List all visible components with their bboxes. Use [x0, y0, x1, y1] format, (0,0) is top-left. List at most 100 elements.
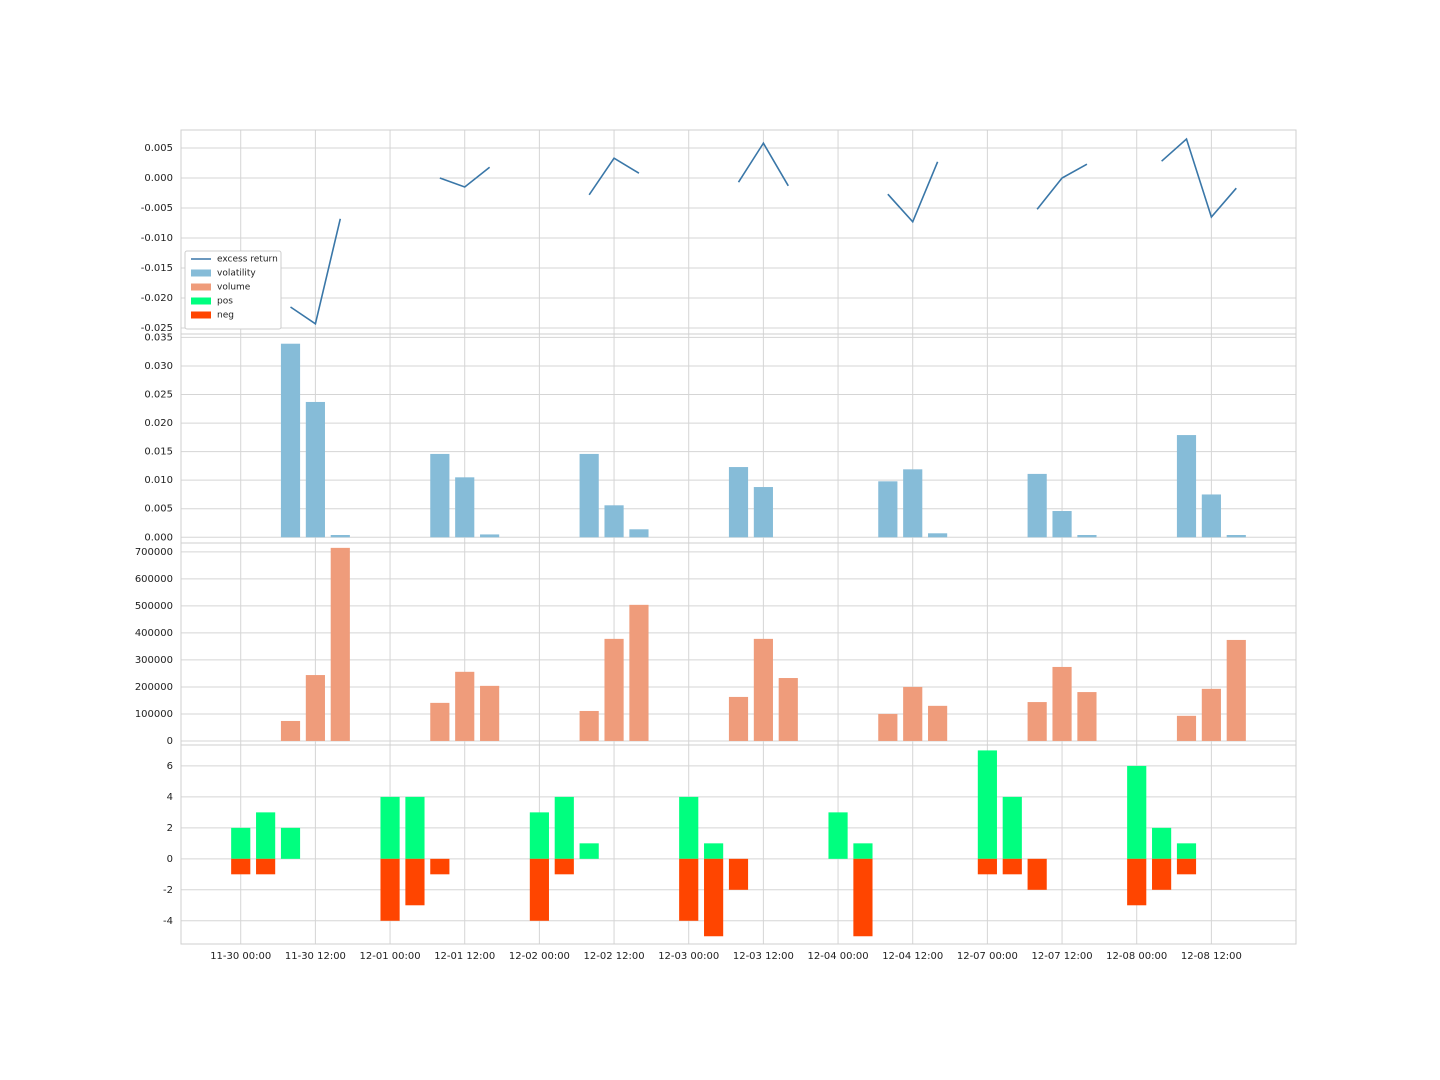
bar [878, 481, 898, 538]
y-tick-label: 0.025 [144, 390, 173, 401]
bar [1127, 765, 1147, 859]
x-tick-label: 12-04 12:00 [882, 951, 943, 962]
bar [405, 796, 425, 859]
bar [455, 477, 475, 538]
bar [1201, 688, 1221, 741]
legend-label: volume [217, 283, 251, 293]
bar [1002, 858, 1022, 875]
bar [1077, 692, 1097, 741]
bar [878, 713, 898, 741]
x-tick-label: 12-03 00:00 [658, 951, 719, 962]
bar [977, 858, 997, 875]
line [290, 137, 1237, 326]
bar [728, 858, 749, 890]
bar [903, 469, 923, 538]
x-tick-label: 12-01 12:00 [434, 951, 495, 962]
bar [330, 547, 350, 741]
bar [231, 858, 251, 875]
y-tick-label: 2 [167, 823, 173, 834]
bar [256, 858, 276, 875]
bar [704, 858, 724, 937]
bar [280, 343, 301, 538]
bar [554, 858, 574, 875]
y-tick-label: -0.005 [141, 203, 173, 214]
y-tick-label: 0.010 [144, 475, 173, 486]
y-tick-label: 600000 [135, 574, 173, 585]
bar [604, 505, 624, 538]
x-tick-label: 12-08 00:00 [1106, 951, 1167, 962]
bar [380, 796, 400, 859]
x-tick-label: 12-01 00:00 [360, 951, 421, 962]
bar [1152, 858, 1172, 890]
bar [554, 796, 574, 859]
bar [256, 812, 276, 859]
bar [1152, 827, 1172, 859]
x-tick-label: 12-08 12:00 [1181, 951, 1242, 962]
x-tick-label: 12-03 12:00 [733, 951, 794, 962]
axes-frame [180, 744, 1297, 945]
legend-label: neg [217, 311, 234, 321]
x-tick-label: 12-07 12:00 [1032, 951, 1093, 962]
y-tick-label: 100000 [135, 709, 173, 720]
y-tick-label: 500000 [135, 601, 173, 612]
x-tick-label: 12-04 00:00 [808, 951, 869, 962]
bar [1052, 511, 1072, 538]
bar [405, 858, 425, 906]
bar [430, 453, 450, 538]
bar [753, 487, 773, 538]
y-tick-label: -0.020 [141, 293, 173, 304]
bar [1176, 435, 1197, 538]
x-tick-label: 12-02 00:00 [509, 951, 570, 962]
bar [1201, 494, 1221, 538]
legend-label: excess return [217, 255, 278, 265]
x-tick-label: 12-07 00:00 [957, 951, 1018, 962]
bar [778, 678, 798, 741]
y-tick-label: -0.025 [141, 323, 173, 334]
y-tick-label: 0.035 [144, 332, 173, 343]
bar [480, 685, 500, 741]
bar [480, 534, 500, 538]
y-tick-label: 0.020 [144, 418, 173, 429]
bar [1077, 535, 1097, 538]
legend: excess return volatility volume pos neg [184, 250, 282, 330]
bar [1052, 666, 1072, 741]
bar [629, 529, 649, 538]
y-tick-label: 0.000 [144, 532, 173, 543]
y-tick-label: 0 [167, 736, 173, 747]
y-tick-label: 0.005 [144, 143, 173, 154]
bar [380, 858, 400, 921]
bar [679, 796, 699, 859]
y-tick-label: 0 [167, 854, 173, 865]
bar [455, 671, 475, 741]
y-tick-label: 0.000 [144, 173, 173, 184]
bar [1027, 473, 1047, 538]
bar [679, 858, 699, 921]
bar [305, 675, 325, 741]
bar [529, 812, 549, 859]
legend-label: pos [217, 297, 233, 307]
bar [1027, 858, 1047, 890]
bar [728, 467, 749, 538]
bar [629, 604, 649, 741]
y-tick-label: 400000 [135, 628, 173, 639]
bar [280, 720, 301, 741]
y-tick-label: 6 [167, 761, 173, 772]
bar [753, 638, 773, 741]
y-tick-label: -0.010 [141, 233, 173, 244]
bar [430, 858, 450, 875]
bar [579, 453, 599, 538]
bar [903, 686, 923, 741]
x-tick-label: 11-30 12:00 [285, 951, 346, 962]
bar [280, 827, 301, 859]
bar [853, 858, 873, 937]
bar [977, 750, 997, 859]
axes-frame [180, 129, 1297, 335]
y-tick-label: 300000 [135, 655, 173, 666]
legend-swatch [191, 311, 211, 319]
y-tick-label: 4 [167, 792, 173, 803]
legend-swatch [191, 269, 211, 277]
x-tick-label: 12-02 12:00 [584, 951, 645, 962]
bar [231, 827, 251, 859]
bar [853, 843, 873, 859]
